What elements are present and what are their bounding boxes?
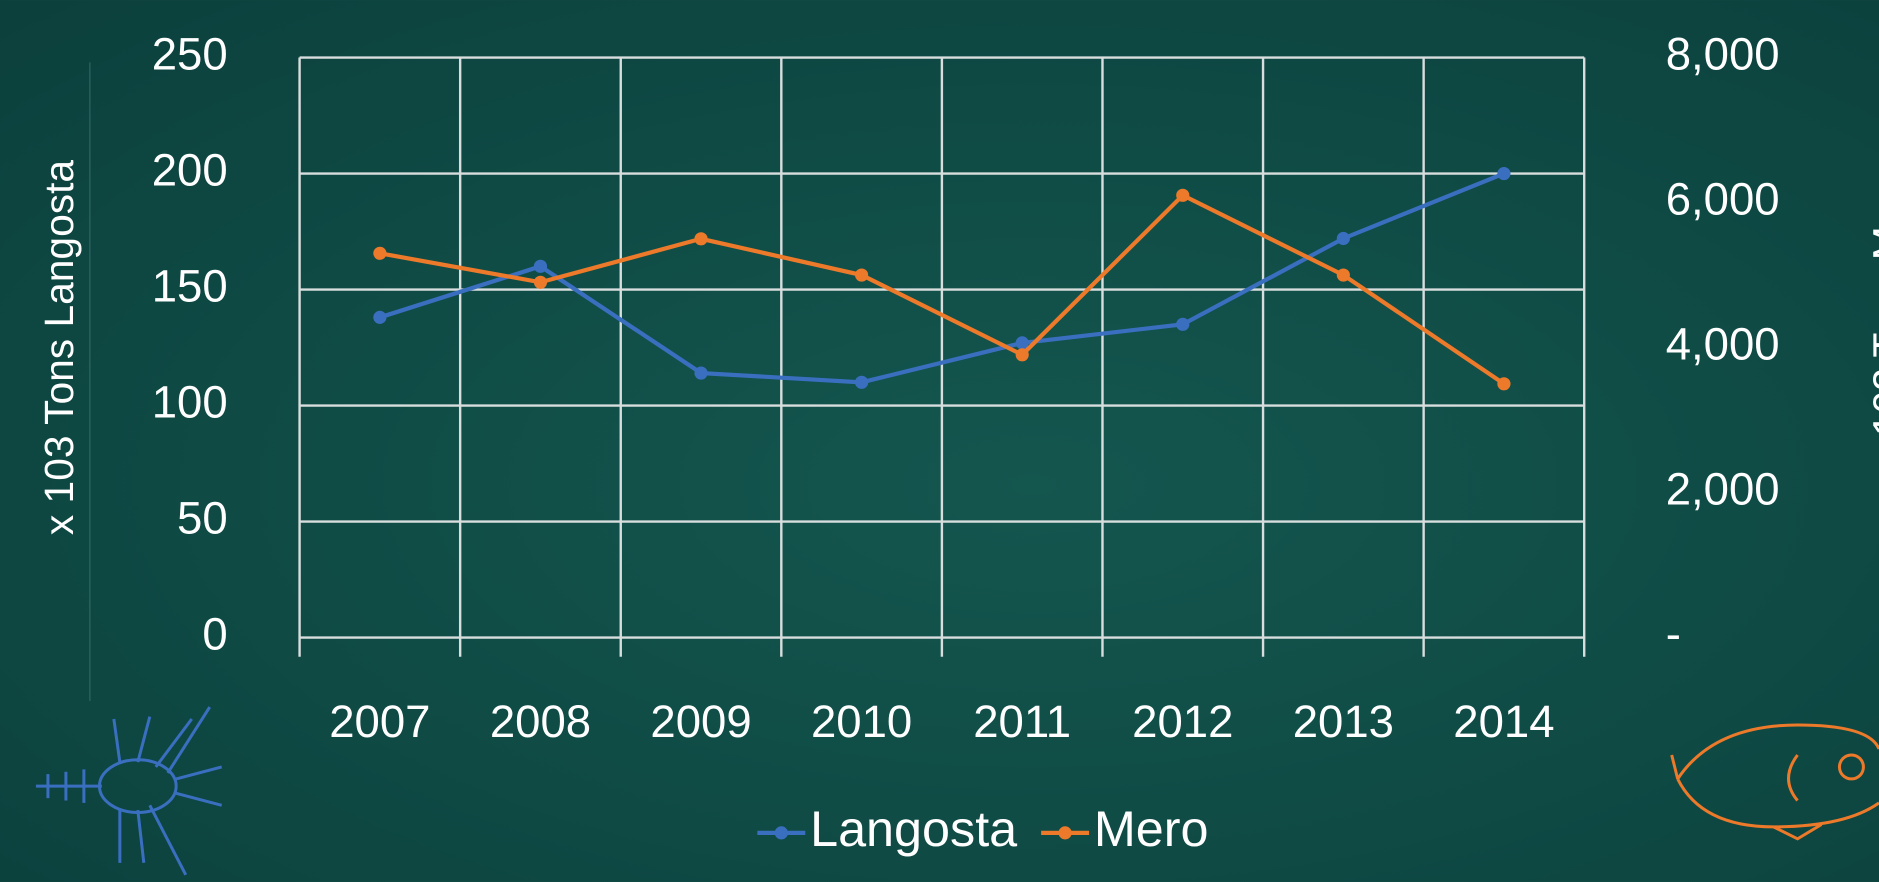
y2-tick-label: 6,000 (1666, 174, 1780, 225)
data-point (1336, 268, 1350, 282)
y-tick-label: 200 (152, 145, 228, 196)
data-point (694, 232, 708, 246)
y2-tick-label: 4,000 (1666, 319, 1780, 370)
data-point (1176, 188, 1190, 202)
data-point (1336, 231, 1350, 246)
data-point (373, 246, 387, 260)
data-point (855, 268, 869, 282)
data-point (533, 275, 548, 289)
x-tick-label: 2014 (1453, 696, 1554, 747)
x-tick-label: 2007 (329, 696, 430, 747)
legend-marker (1058, 826, 1072, 840)
data-point (855, 375, 869, 389)
data-point (1015, 348, 1029, 362)
y2-tick-label: 2,000 (1666, 464, 1780, 515)
legend-marker (774, 826, 788, 840)
y-tick-label: 50 (177, 493, 228, 544)
x-tick-label: 2011 (973, 696, 1071, 747)
data-point (694, 366, 708, 380)
x-tick-label: 2010 (811, 696, 912, 747)
y2-tick-label: 8,000 (1666, 29, 1780, 80)
y2-axis-label: x 103 Tons Mero (1865, 167, 1879, 467)
data-point (1015, 336, 1029, 350)
y-tick-label: 250 (152, 29, 228, 80)
data-point (533, 259, 548, 273)
legend-label: Langosta (810, 800, 1017, 857)
legend-label: Mero (1094, 800, 1209, 857)
data-point (373, 310, 387, 324)
data-point (1176, 317, 1190, 331)
data-point (1497, 166, 1511, 181)
series-line (379, 171, 1505, 385)
y2-tick-label: - (1666, 609, 1681, 660)
x-tick-label: 2012 (1132, 696, 1233, 747)
x-tick-label: 2008 (490, 696, 591, 747)
lobster-icon (35, 706, 223, 876)
y-tick-label: 0 (202, 609, 227, 660)
x-tick-label: 2009 (650, 696, 751, 747)
data-point (1497, 377, 1511, 391)
y-tick-label: 100 (152, 377, 228, 428)
series-line (379, 192, 1506, 386)
x-tick-label: 2013 (1293, 696, 1394, 747)
y-axis-label: x 103 Tons Langosta (36, 160, 82, 536)
y-tick-label: 150 (152, 261, 228, 312)
fish-icon (1670, 723, 1879, 841)
